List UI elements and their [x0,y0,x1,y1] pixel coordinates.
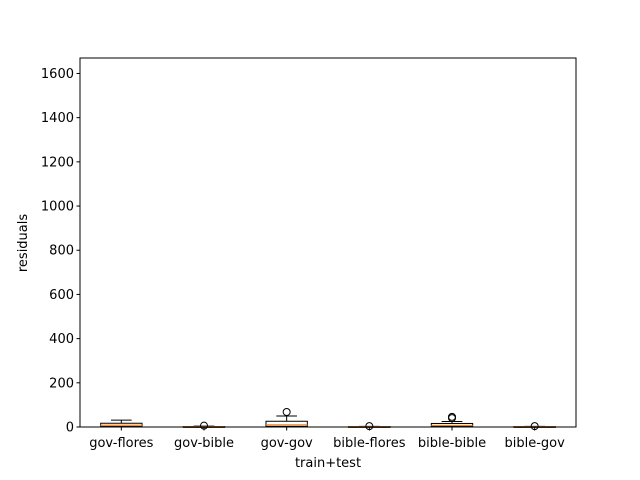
y-tick-label: 1200 [41,155,74,170]
y-tick-label: 1600 [41,67,74,82]
outlier-point [282,407,291,416]
plot-area [80,58,576,427]
y-tick-label: 1400 [41,111,74,126]
y-tick-label: 600 [49,288,74,303]
y-tick-label: 1000 [41,200,74,215]
x-tick-label: gov-gov [261,436,313,451]
outlier-point [448,412,456,421]
y-axis-ticks: 0 200 400 600 800 1000 1200 1400 1600 [41,67,80,436]
x-tick-label: gov-bible [174,436,234,451]
x-tick-label: bible-bible [418,436,486,451]
y-tick-label: 400 [49,332,74,347]
x-axis-ticks: gov-flores gov-bible gov-gov bible-flores bi… [89,427,565,451]
x-axis-label: train+test [295,456,361,471]
plot-frame [79,57,577,428]
iqr-box [265,420,308,427]
x-tick-label: bible-flores [333,436,406,451]
x-tick-label: bible-gov [505,436,566,451]
y-tick-label: 800 [49,244,74,259]
y-tick-label: 200 [49,376,74,391]
x-tick-label: gov-flores [89,436,153,451]
y-tick-label: 0 [66,421,74,436]
y-axis-label: residuals [16,214,31,273]
